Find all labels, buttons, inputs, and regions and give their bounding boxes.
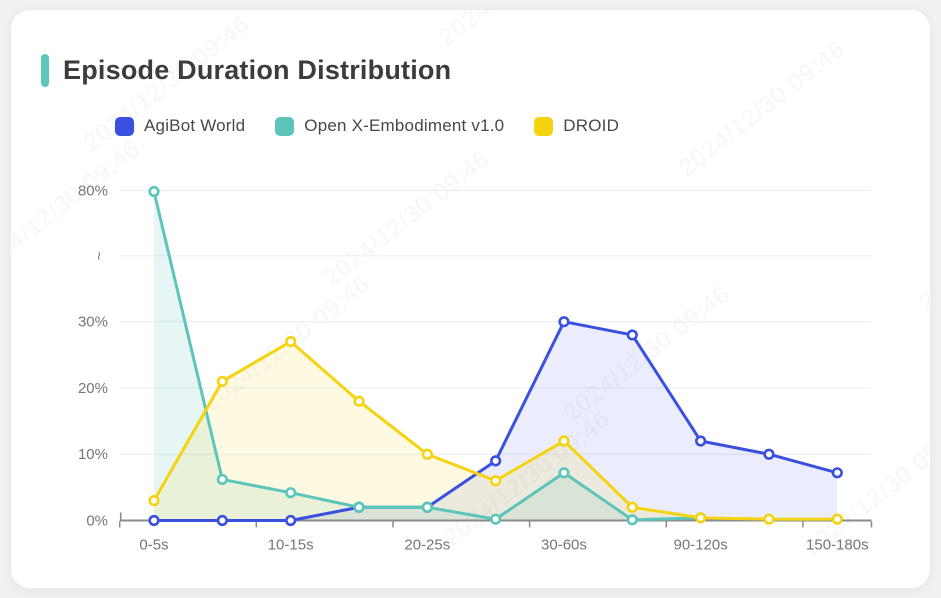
series-droid: [148, 335, 843, 525]
x-axis-label: 90-120s: [674, 537, 728, 554]
data-point-agibot-world[interactable]: [216, 514, 228, 527]
legend-swatch: [115, 116, 134, 136]
chart-card: 2024/12/30 09:46 2024/12/30 09:46 2024/12/…: [10, 9, 931, 589]
area-open-x-embodiment-v1-0: [154, 191, 701, 521]
data-point-open-x-embodiment-v1-0[interactable]: [216, 473, 228, 486]
data-point-droid[interactable]: [490, 475, 502, 487]
data-point-droid[interactable]: [353, 395, 365, 407]
y-axis-label: 80%: [78, 183, 108, 200]
data-point-agibot-world[interactable]: [558, 316, 570, 328]
title-accent-bar: [41, 54, 49, 87]
data-point-droid[interactable]: [695, 512, 707, 524]
data-point-agibot-world[interactable]: [490, 455, 502, 467]
x-axis-label: 20-25s: [404, 537, 450, 554]
x-axis-label: 0-5s: [139, 537, 168, 554]
series-areas: [154, 191, 838, 521]
data-point-open-x-embodiment-v1-0[interactable]: [421, 501, 433, 513]
line-chart-canvas[interactable]: 0-5s 10-15s 20-25s 30-60s 90-120s 150-180s 0% 1…: [11, 10, 931, 589]
data-point-agibot-world[interactable]: [695, 435, 707, 447]
data-point-open-x-embodiment-v1-0[interactable]: [285, 487, 297, 499]
x-axis-label: 150-180s: [806, 537, 869, 554]
legend-swatch: [534, 116, 554, 136]
legend-item-open-x-embodiment-v1-0[interactable]: Open X-Embodiment v1.0: [275, 116, 504, 136]
data-point-agibot-world[interactable]: [148, 514, 160, 527]
legend-item-droid[interactable]: DROID: [534, 116, 619, 136]
y-axis-label: 20%: [78, 380, 108, 397]
legend-swatch: [275, 116, 295, 136]
series-open-x-embodiment-v1-0: [148, 185, 707, 526]
data-point-open-x-embodiment-v1-0[interactable]: [626, 514, 638, 526]
data-point-droid[interactable]: [626, 501, 638, 513]
data-point-agibot-world[interactable]: [831, 467, 843, 479]
data-point-open-x-embodiment-v1-0[interactable]: [490, 513, 502, 525]
data-point-droid[interactable]: [421, 448, 433, 460]
legend-label: AgiBot World: [144, 116, 246, 135]
data-point-open-x-embodiment-v1-0[interactable]: [353, 501, 365, 513]
data-point-droid[interactable]: [216, 375, 228, 387]
chart-header: Episode Duration Distribution: [41, 54, 451, 87]
y-axis: 0% 10% 20% 30% ~80%: [78, 183, 108, 530]
y-axis-label: ~: [90, 252, 107, 261]
chart-title: Episode Duration Distribution: [63, 55, 452, 85]
data-point-droid[interactable]: [285, 335, 297, 348]
data-point-droid[interactable]: [558, 435, 570, 447]
chart-legend: AgiBot World Open X-Embodiment v1.0 DROID: [115, 116, 619, 136]
y-axis-label: 0%: [86, 513, 108, 530]
y-axis-label: 30%: [78, 314, 108, 331]
data-point-droid[interactable]: [148, 495, 160, 507]
legend-label: Open X-Embodiment v1.0: [304, 116, 505, 135]
y-axis-label: 10%: [78, 446, 108, 463]
data-point-droid[interactable]: [763, 513, 775, 525]
legend-item-agibot-world[interactable]: AgiBot World: [115, 116, 245, 136]
data-point-agibot-world[interactable]: [285, 514, 297, 527]
x-axis-label: 30-60s: [541, 537, 587, 554]
data-point-agibot-world[interactable]: [626, 329, 638, 341]
data-point-droid[interactable]: [831, 513, 843, 525]
gridlines: [119, 190, 872, 455]
x-axis-label: 10-15s: [268, 537, 314, 554]
area-droid: [154, 341, 838, 521]
data-point-open-x-embodiment-v1-0[interactable]: [558, 467, 570, 479]
area-agibot-world: [154, 321, 838, 521]
data-point-open-x-embodiment-v1-0[interactable]: [148, 185, 160, 198]
data-point-agibot-world[interactable]: [763, 448, 775, 460]
legend-label: DROID: [563, 116, 620, 135]
